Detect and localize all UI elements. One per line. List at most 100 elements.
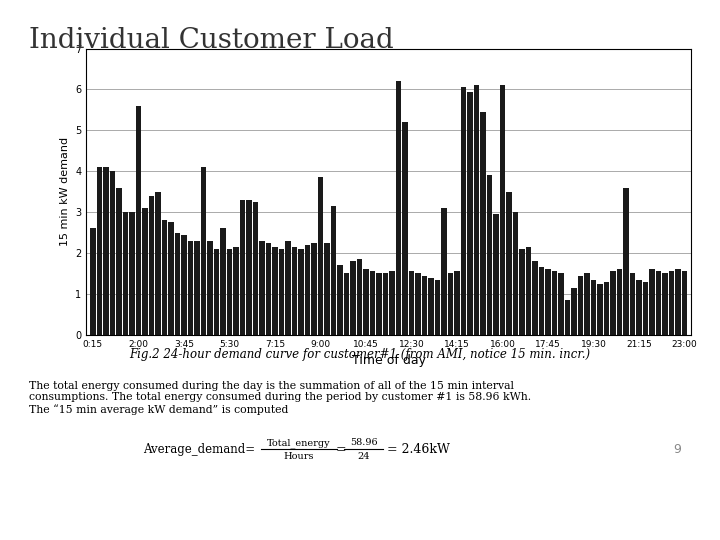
- Bar: [552, 272, 557, 335]
- Bar: [559, 273, 564, 335]
- Bar: [109, 171, 115, 335]
- Bar: [532, 261, 538, 335]
- Bar: [519, 249, 525, 335]
- Bar: [188, 241, 193, 335]
- Bar: [337, 265, 343, 335]
- Bar: [506, 192, 512, 335]
- Bar: [253, 202, 258, 335]
- Text: IOWA STATE UNIVERSITY: IOWA STATE UNIVERSITY: [29, 502, 253, 516]
- Bar: [617, 269, 622, 335]
- Bar: [175, 233, 180, 335]
- Bar: [116, 187, 122, 335]
- Bar: [103, 167, 109, 335]
- Bar: [357, 259, 362, 335]
- Bar: [330, 206, 336, 335]
- Y-axis label: 15 min kW demand: 15 min kW demand: [60, 137, 70, 246]
- Text: 24: 24: [357, 452, 370, 461]
- Text: The total energy consumed during the day is the summation of all of the 15 min i: The total energy consumed during the day…: [29, 381, 531, 415]
- Bar: [122, 212, 128, 335]
- Bar: [298, 249, 304, 335]
- Bar: [135, 106, 141, 335]
- Bar: [292, 247, 297, 335]
- Text: =: =: [336, 443, 346, 456]
- Bar: [572, 288, 577, 335]
- Bar: [578, 275, 583, 335]
- Text: Hours: Hours: [284, 452, 314, 461]
- Bar: [409, 272, 414, 335]
- Bar: [402, 122, 408, 335]
- Bar: [565, 300, 570, 335]
- Bar: [148, 196, 154, 335]
- Bar: [604, 282, 609, 335]
- Text: 9: 9: [673, 443, 680, 456]
- Bar: [611, 272, 616, 335]
- Bar: [461, 87, 467, 335]
- Bar: [156, 192, 161, 335]
- Bar: [246, 200, 252, 335]
- Bar: [656, 272, 662, 335]
- Bar: [500, 85, 505, 335]
- Bar: [415, 273, 420, 335]
- Text: Average_demand=: Average_demand=: [143, 443, 256, 456]
- Text: ECpE Department: ECpE Department: [553, 502, 691, 516]
- Bar: [142, 208, 148, 335]
- Bar: [305, 245, 310, 335]
- Bar: [435, 280, 441, 335]
- Bar: [467, 91, 473, 335]
- Bar: [585, 273, 590, 335]
- Bar: [545, 269, 551, 335]
- Text: Fig.2 24-hour demand curve for customer#1 (from AMI, notice 15 min. incr.): Fig.2 24-hour demand curve for customer#…: [130, 348, 590, 361]
- Bar: [630, 273, 636, 335]
- Bar: [448, 273, 454, 335]
- Bar: [487, 176, 492, 335]
- Bar: [649, 269, 655, 335]
- Bar: [318, 177, 323, 335]
- Bar: [480, 112, 486, 335]
- Bar: [324, 243, 330, 335]
- Bar: [624, 187, 629, 335]
- Bar: [675, 269, 681, 335]
- Text: 58.96: 58.96: [350, 438, 377, 447]
- Bar: [682, 272, 688, 335]
- Bar: [311, 243, 317, 335]
- Text: = 2.46kW: = 2.46kW: [387, 443, 450, 456]
- Bar: [662, 273, 668, 335]
- Bar: [396, 82, 401, 335]
- Bar: [168, 222, 174, 335]
- Text: Individual Customer Load: Individual Customer Load: [29, 27, 394, 54]
- Bar: [643, 282, 649, 335]
- Bar: [214, 249, 219, 335]
- Bar: [364, 269, 369, 335]
- Bar: [539, 267, 544, 335]
- Bar: [194, 241, 199, 335]
- Bar: [636, 280, 642, 335]
- Bar: [513, 212, 518, 335]
- Bar: [162, 220, 167, 335]
- Bar: [272, 247, 278, 335]
- Bar: [526, 247, 531, 335]
- Bar: [201, 167, 206, 335]
- Bar: [350, 261, 356, 335]
- X-axis label: Time of day: Time of day: [352, 354, 426, 367]
- Bar: [454, 272, 460, 335]
- Bar: [441, 208, 447, 335]
- Bar: [227, 249, 233, 335]
- Bar: [591, 280, 596, 335]
- Bar: [181, 234, 186, 335]
- Bar: [428, 278, 434, 335]
- Bar: [240, 200, 246, 335]
- Bar: [377, 273, 382, 335]
- Bar: [279, 249, 284, 335]
- Bar: [493, 214, 499, 335]
- Bar: [343, 273, 349, 335]
- Bar: [383, 273, 388, 335]
- Bar: [233, 247, 239, 335]
- Bar: [390, 272, 395, 335]
- Bar: [598, 284, 603, 335]
- Bar: [669, 272, 675, 335]
- Bar: [96, 167, 102, 335]
- Bar: [90, 228, 96, 335]
- Bar: [474, 85, 480, 335]
- Bar: [220, 228, 226, 335]
- Text: Total_energy: Total_energy: [267, 438, 330, 448]
